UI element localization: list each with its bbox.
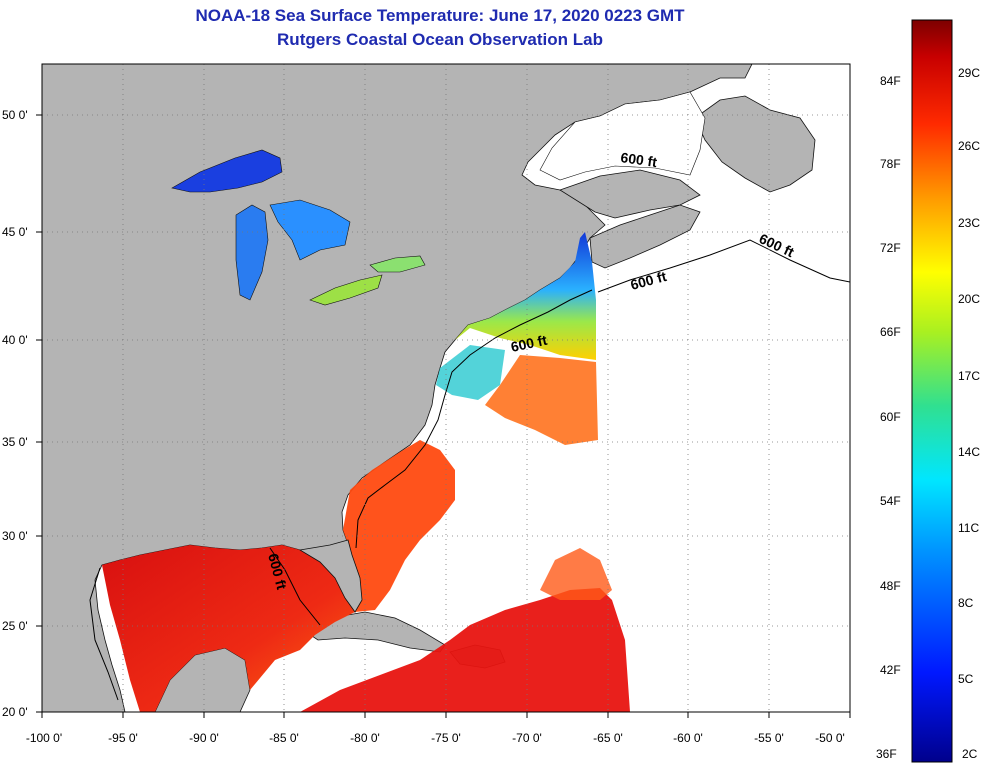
caribbean-sst	[300, 588, 630, 712]
mid-atlantic-cool	[436, 345, 505, 400]
colorbar-c-label: 14C	[958, 445, 981, 459]
map-title: NOAA-18 Sea Surface Temperature: June 17…	[195, 6, 685, 25]
lat-label: 25 0'	[2, 619, 28, 633]
colorbar-c-label: 17C	[958, 369, 981, 383]
ne-offshore-warm	[485, 355, 598, 445]
lake-huron	[269, 199, 351, 261]
lat-label: 45 0'	[2, 225, 28, 239]
lat-lon-grid	[42, 64, 850, 712]
lat-label: 40 0'	[2, 333, 28, 347]
gulf-of-mexico-sst	[102, 545, 355, 712]
lon-label: -50 0'	[815, 731, 845, 745]
colorbar-f-label: 84F	[880, 74, 901, 88]
lon-label: -100 0'	[25, 731, 63, 745]
northeast-shelf-sst	[455, 232, 596, 360]
colorbar-c-label: 23C	[958, 216, 981, 230]
colorbar-c-label: 11C	[958, 521, 980, 535]
colorbar-c-label: 29C	[958, 66, 981, 80]
nova-scotia	[589, 204, 701, 269]
colorbar-c-label: 26C	[958, 139, 981, 153]
depth-label-new-england: 600 ft	[509, 332, 548, 355]
lon-label: -65 0'	[593, 731, 623, 745]
lon-label: -80 0'	[350, 731, 380, 745]
colorbar-f-label: 36F	[876, 747, 897, 761]
map-subtitle: Rutgers Coastal Ocean Observation Lab	[277, 30, 603, 49]
isobath-atlantic	[355, 289, 593, 549]
lon-label: -55 0'	[754, 731, 784, 745]
colorbar-c-label: 20C	[958, 292, 981, 306]
lon-label: -75 0'	[431, 731, 461, 745]
lon-label: -70 0'	[512, 731, 542, 745]
lat-label: 30 0'	[2, 529, 28, 543]
colorbar-f-label: 78F	[880, 157, 901, 171]
colorbar-c-label: 2C	[962, 747, 978, 761]
lat-label: 20 0'	[2, 705, 28, 719]
lon-label: -90 0'	[189, 731, 219, 745]
florida	[298, 539, 363, 613]
colorbar-f-label: 54F	[880, 494, 901, 508]
lat-label: 50 0'	[2, 108, 28, 122]
colorbar-f-label: 60F	[880, 410, 901, 424]
colorbar-c-label: 5C	[958, 672, 974, 686]
gulf-st-lawrence	[539, 91, 706, 181]
isobath-northeast	[597, 239, 850, 293]
colorbar-f-label: 48F	[880, 579, 901, 593]
colorbar-f-label: 72F	[880, 241, 901, 255]
axis-ticks	[36, 114, 851, 718]
lat-label: 35 0'	[2, 435, 28, 449]
atlantic-gulfstream-sst	[343, 440, 455, 612]
isobath-gulf	[89, 547, 321, 701]
st-lawrence-land	[559, 169, 701, 219]
lake-erie	[309, 274, 383, 306]
atlantic-south-patch	[540, 548, 612, 600]
newfoundland	[694, 95, 816, 193]
lon-label: -60 0'	[673, 731, 703, 745]
lake-ontario	[369, 255, 426, 273]
depth-label-gulf-st-lawrence: 600 ft	[620, 149, 659, 170]
colorbar	[911, 19, 953, 763]
lon-label: -95 0'	[108, 731, 138, 745]
colorbar-c-label: 8C	[958, 596, 974, 610]
colorbar-f-label: 66F	[880, 325, 901, 339]
colorbar-f-label: 42F	[880, 663, 901, 677]
lon-label: -85 0'	[269, 731, 299, 745]
lake-michigan	[235, 204, 269, 301]
lake-superior	[171, 149, 283, 193]
